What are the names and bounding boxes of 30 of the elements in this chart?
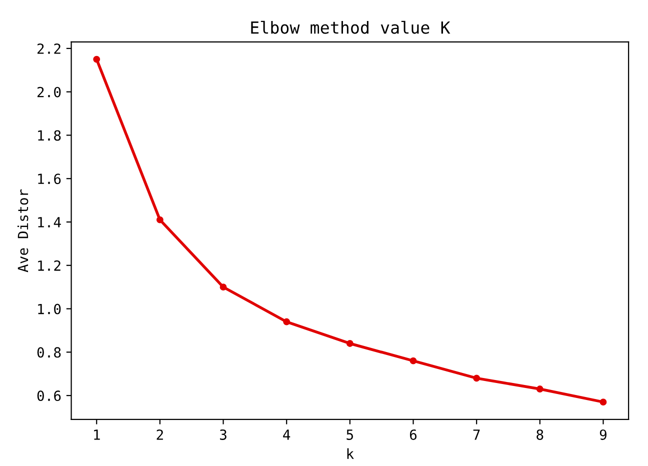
x-tick-label: 6 [410,429,417,440]
y-tick-label: 1.0 [38,304,61,314]
point [93,56,100,63]
y-tick-label: 1.2 [38,260,60,271]
y-axis-title: Ave Distor [17,189,28,272]
x-tick-label: 2 [156,429,163,440]
point [346,340,354,347]
y-tick-label: 0.6 [37,390,61,402]
x-axis-title: k [347,448,354,459]
point [473,374,480,382]
y-tick-label: 1.8 [38,130,61,141]
chart-title: Elbow method value K [251,20,450,34]
x-tick-label: 9 [600,429,606,440]
point [283,318,290,326]
point [536,386,544,392]
y-tick-label: 2.2 [38,43,60,54]
x-tick-label: 5 [346,430,353,440]
y-tick-label: 2.0 [38,86,61,98]
point [156,216,164,224]
point [600,398,607,406]
x-tick-label: 3 [220,429,226,440]
y-tick-label: 1.6 [38,174,61,184]
y-tick-label: 1.4 [38,217,61,228]
x-tick-label: 4 [283,430,290,440]
point [410,357,417,364]
y-tick-label: 0.8 [37,347,61,358]
point [220,284,227,291]
x-tick-label: 1 [94,430,100,440]
x-tick-label: 8 [536,429,544,440]
x-tick-label: 7 [473,430,480,440]
